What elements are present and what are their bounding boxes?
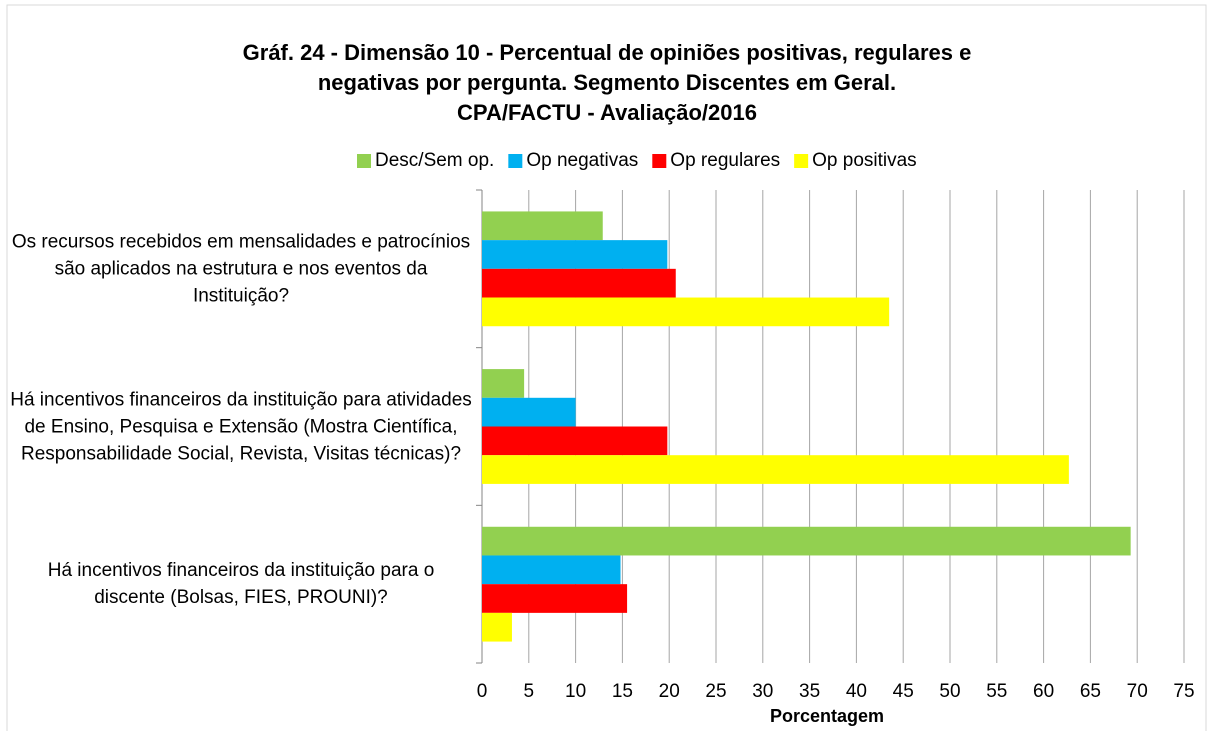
- x-tick-label: 75: [1173, 681, 1194, 702]
- x-tick-label: 45: [893, 681, 914, 702]
- bar: [482, 612, 512, 642]
- legend-swatch: [357, 154, 371, 168]
- x-axis-label: Porcentagem: [770, 706, 884, 726]
- x-tick-label: 5: [524, 681, 535, 702]
- x-tick-label: 40: [846, 681, 867, 702]
- chart-border: [6, 4, 1207, 731]
- x-tick-label: 60: [1033, 681, 1054, 702]
- y-tick-label: Há incentivos financeiros da instituição…: [10, 389, 472, 464]
- legend-swatch: [508, 154, 523, 168]
- legend-label: Desc/Sem op.: [375, 150, 494, 171]
- x-tick-label: 55: [986, 681, 1007, 702]
- x-tick-label: 10: [565, 681, 586, 702]
- legend-label: Op regulares: [670, 150, 780, 171]
- legend-swatch: [652, 154, 667, 168]
- x-tick-label: 70: [1127, 681, 1148, 702]
- x-tick-label: 20: [659, 681, 680, 702]
- bar: [482, 426, 668, 456]
- bar: [482, 455, 1069, 484]
- x-tick-label: 35: [799, 681, 820, 702]
- bar: [482, 211, 603, 241]
- bar: [482, 297, 890, 327]
- x-tick-label: 0: [477, 681, 488, 702]
- legend-label: Op positivas: [812, 150, 917, 171]
- y-tick-label: Há incentivos financeiros da instituição…: [47, 560, 435, 609]
- bar: [482, 240, 668, 269]
- x-tick-label: 25: [705, 681, 726, 702]
- x-tick-label: 15: [612, 681, 633, 702]
- x-tick-label: 50: [939, 681, 960, 702]
- legend-swatch: [794, 154, 809, 168]
- bar: [482, 555, 621, 585]
- bar: [482, 526, 1131, 556]
- legend-label: Op negativas: [526, 150, 638, 171]
- chart-title: Gráf. 24 - Dimensão 10 - Percentual de o…: [242, 40, 972, 65]
- y-tick-label: Os recursos recebidos em mensalidades e …: [11, 231, 471, 307]
- chart-title: CPA/FACTU - Avaliação/2016: [457, 100, 757, 125]
- x-tick-label: 30: [752, 681, 773, 702]
- bar: [482, 268, 676, 298]
- chart-title: negativas por pergunta. Segmento Discent…: [317, 70, 897, 95]
- bar: [482, 369, 525, 398]
- bar: [482, 397, 576, 427]
- bar: [482, 584, 628, 613]
- x-tick-label: 65: [1080, 681, 1101, 702]
